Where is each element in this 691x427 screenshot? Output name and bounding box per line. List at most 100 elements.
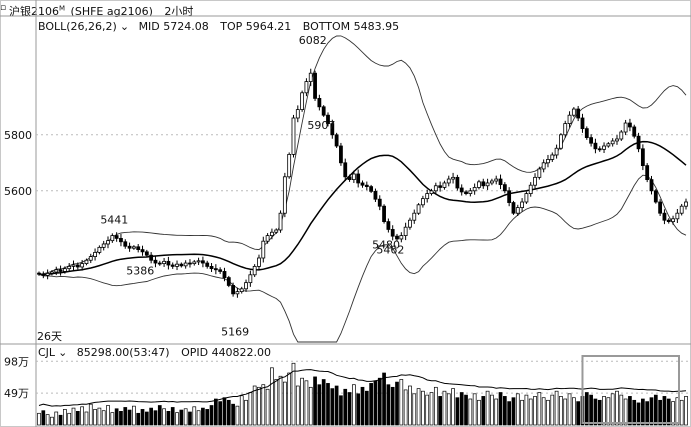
volume-bar xyxy=(183,408,188,426)
candle-body xyxy=(546,159,550,164)
candle xyxy=(313,70,317,101)
candle xyxy=(226,275,231,288)
candle xyxy=(317,94,322,111)
volume-bar xyxy=(278,375,283,426)
candle-body xyxy=(559,134,563,149)
volume-bar xyxy=(446,393,451,426)
volume-bar xyxy=(218,401,223,426)
volume-bar xyxy=(649,397,654,426)
volume-bar xyxy=(364,390,369,426)
volume-bar xyxy=(593,398,598,426)
volume-bar xyxy=(244,399,248,426)
volume-bar xyxy=(490,394,494,426)
volume-bar xyxy=(671,401,675,426)
volume-bar xyxy=(213,398,218,426)
candle-body xyxy=(589,137,594,144)
volume-bar xyxy=(179,409,184,426)
volume-bar xyxy=(205,409,210,426)
candle xyxy=(610,138,615,147)
candle xyxy=(636,132,641,153)
candle-body xyxy=(75,264,80,268)
candle xyxy=(179,262,184,268)
candle xyxy=(110,233,115,243)
candle-body xyxy=(412,212,417,221)
candle xyxy=(192,259,197,266)
candle xyxy=(257,254,261,270)
candle-body xyxy=(433,185,438,192)
candle-body xyxy=(300,92,305,111)
volume-bar xyxy=(75,411,80,426)
candle xyxy=(157,260,162,266)
candle-body xyxy=(524,193,529,203)
candle xyxy=(477,179,481,190)
candle xyxy=(45,269,50,280)
volume-bar xyxy=(192,406,197,426)
period-selector[interactable]: 2小时 xyxy=(164,5,194,18)
candle xyxy=(623,119,628,136)
volume-bar xyxy=(382,372,386,426)
volume-bar xyxy=(84,411,89,426)
candle xyxy=(106,236,110,249)
candle xyxy=(356,169,361,188)
candle-body xyxy=(166,260,171,266)
volume-bar xyxy=(209,405,214,426)
candle-body xyxy=(576,108,581,119)
boll-indicator-selector[interactable]: BOLL(26,26,2) ⌄ xyxy=(38,20,133,33)
candle xyxy=(533,173,537,190)
candle xyxy=(481,178,486,189)
volume-bar xyxy=(140,409,145,426)
volume-tick-label: 49万 xyxy=(4,387,29,400)
volume-bar xyxy=(451,388,455,426)
volume-bar xyxy=(559,396,563,426)
chevron-down-icon: ⌄ xyxy=(58,346,68,359)
volume-bar xyxy=(360,386,365,426)
candle-body xyxy=(114,235,119,239)
volume-bar xyxy=(408,385,412,426)
candle-body xyxy=(347,176,352,181)
candle-body xyxy=(93,251,97,257)
volume-name: CJL xyxy=(38,346,56,359)
volume-bar xyxy=(429,392,434,426)
candle xyxy=(88,253,93,264)
candle-body xyxy=(373,190,378,200)
candle-body xyxy=(481,181,486,187)
volume-bar xyxy=(386,384,391,426)
candle-body xyxy=(628,122,632,128)
volume-bar xyxy=(619,394,624,426)
candle-body xyxy=(446,178,451,184)
candle xyxy=(244,279,248,292)
volume-bar xyxy=(97,407,102,426)
candle xyxy=(304,78,309,97)
candle xyxy=(54,266,59,276)
candle-body xyxy=(261,240,266,259)
volume-bar xyxy=(261,384,266,426)
selection-box xyxy=(581,355,680,424)
volume-bar xyxy=(144,411,149,426)
candle xyxy=(321,105,326,117)
volume-bar xyxy=(222,397,227,426)
candle xyxy=(606,142,611,148)
candle-body xyxy=(464,191,468,194)
volume-indicator-selector[interactable]: CJL ⌄ xyxy=(38,346,71,359)
volume-bar xyxy=(477,399,481,426)
candle xyxy=(140,245,145,256)
candle xyxy=(382,204,386,224)
candle xyxy=(119,233,123,247)
candle-body xyxy=(541,162,546,170)
volume-bar xyxy=(481,396,486,426)
candle-body xyxy=(636,135,641,150)
volume-bar xyxy=(666,398,671,426)
candle xyxy=(649,175,654,195)
volume-bar xyxy=(494,398,499,426)
candle-body xyxy=(287,153,292,178)
candle xyxy=(662,209,667,225)
candle xyxy=(472,183,477,195)
candle-body xyxy=(364,184,369,187)
candle-body xyxy=(571,108,576,116)
price-annotation: 5462 xyxy=(376,243,404,256)
candle-body xyxy=(468,190,473,195)
candle xyxy=(213,264,218,275)
candle-body xyxy=(201,260,205,264)
volume-bar xyxy=(226,399,231,426)
